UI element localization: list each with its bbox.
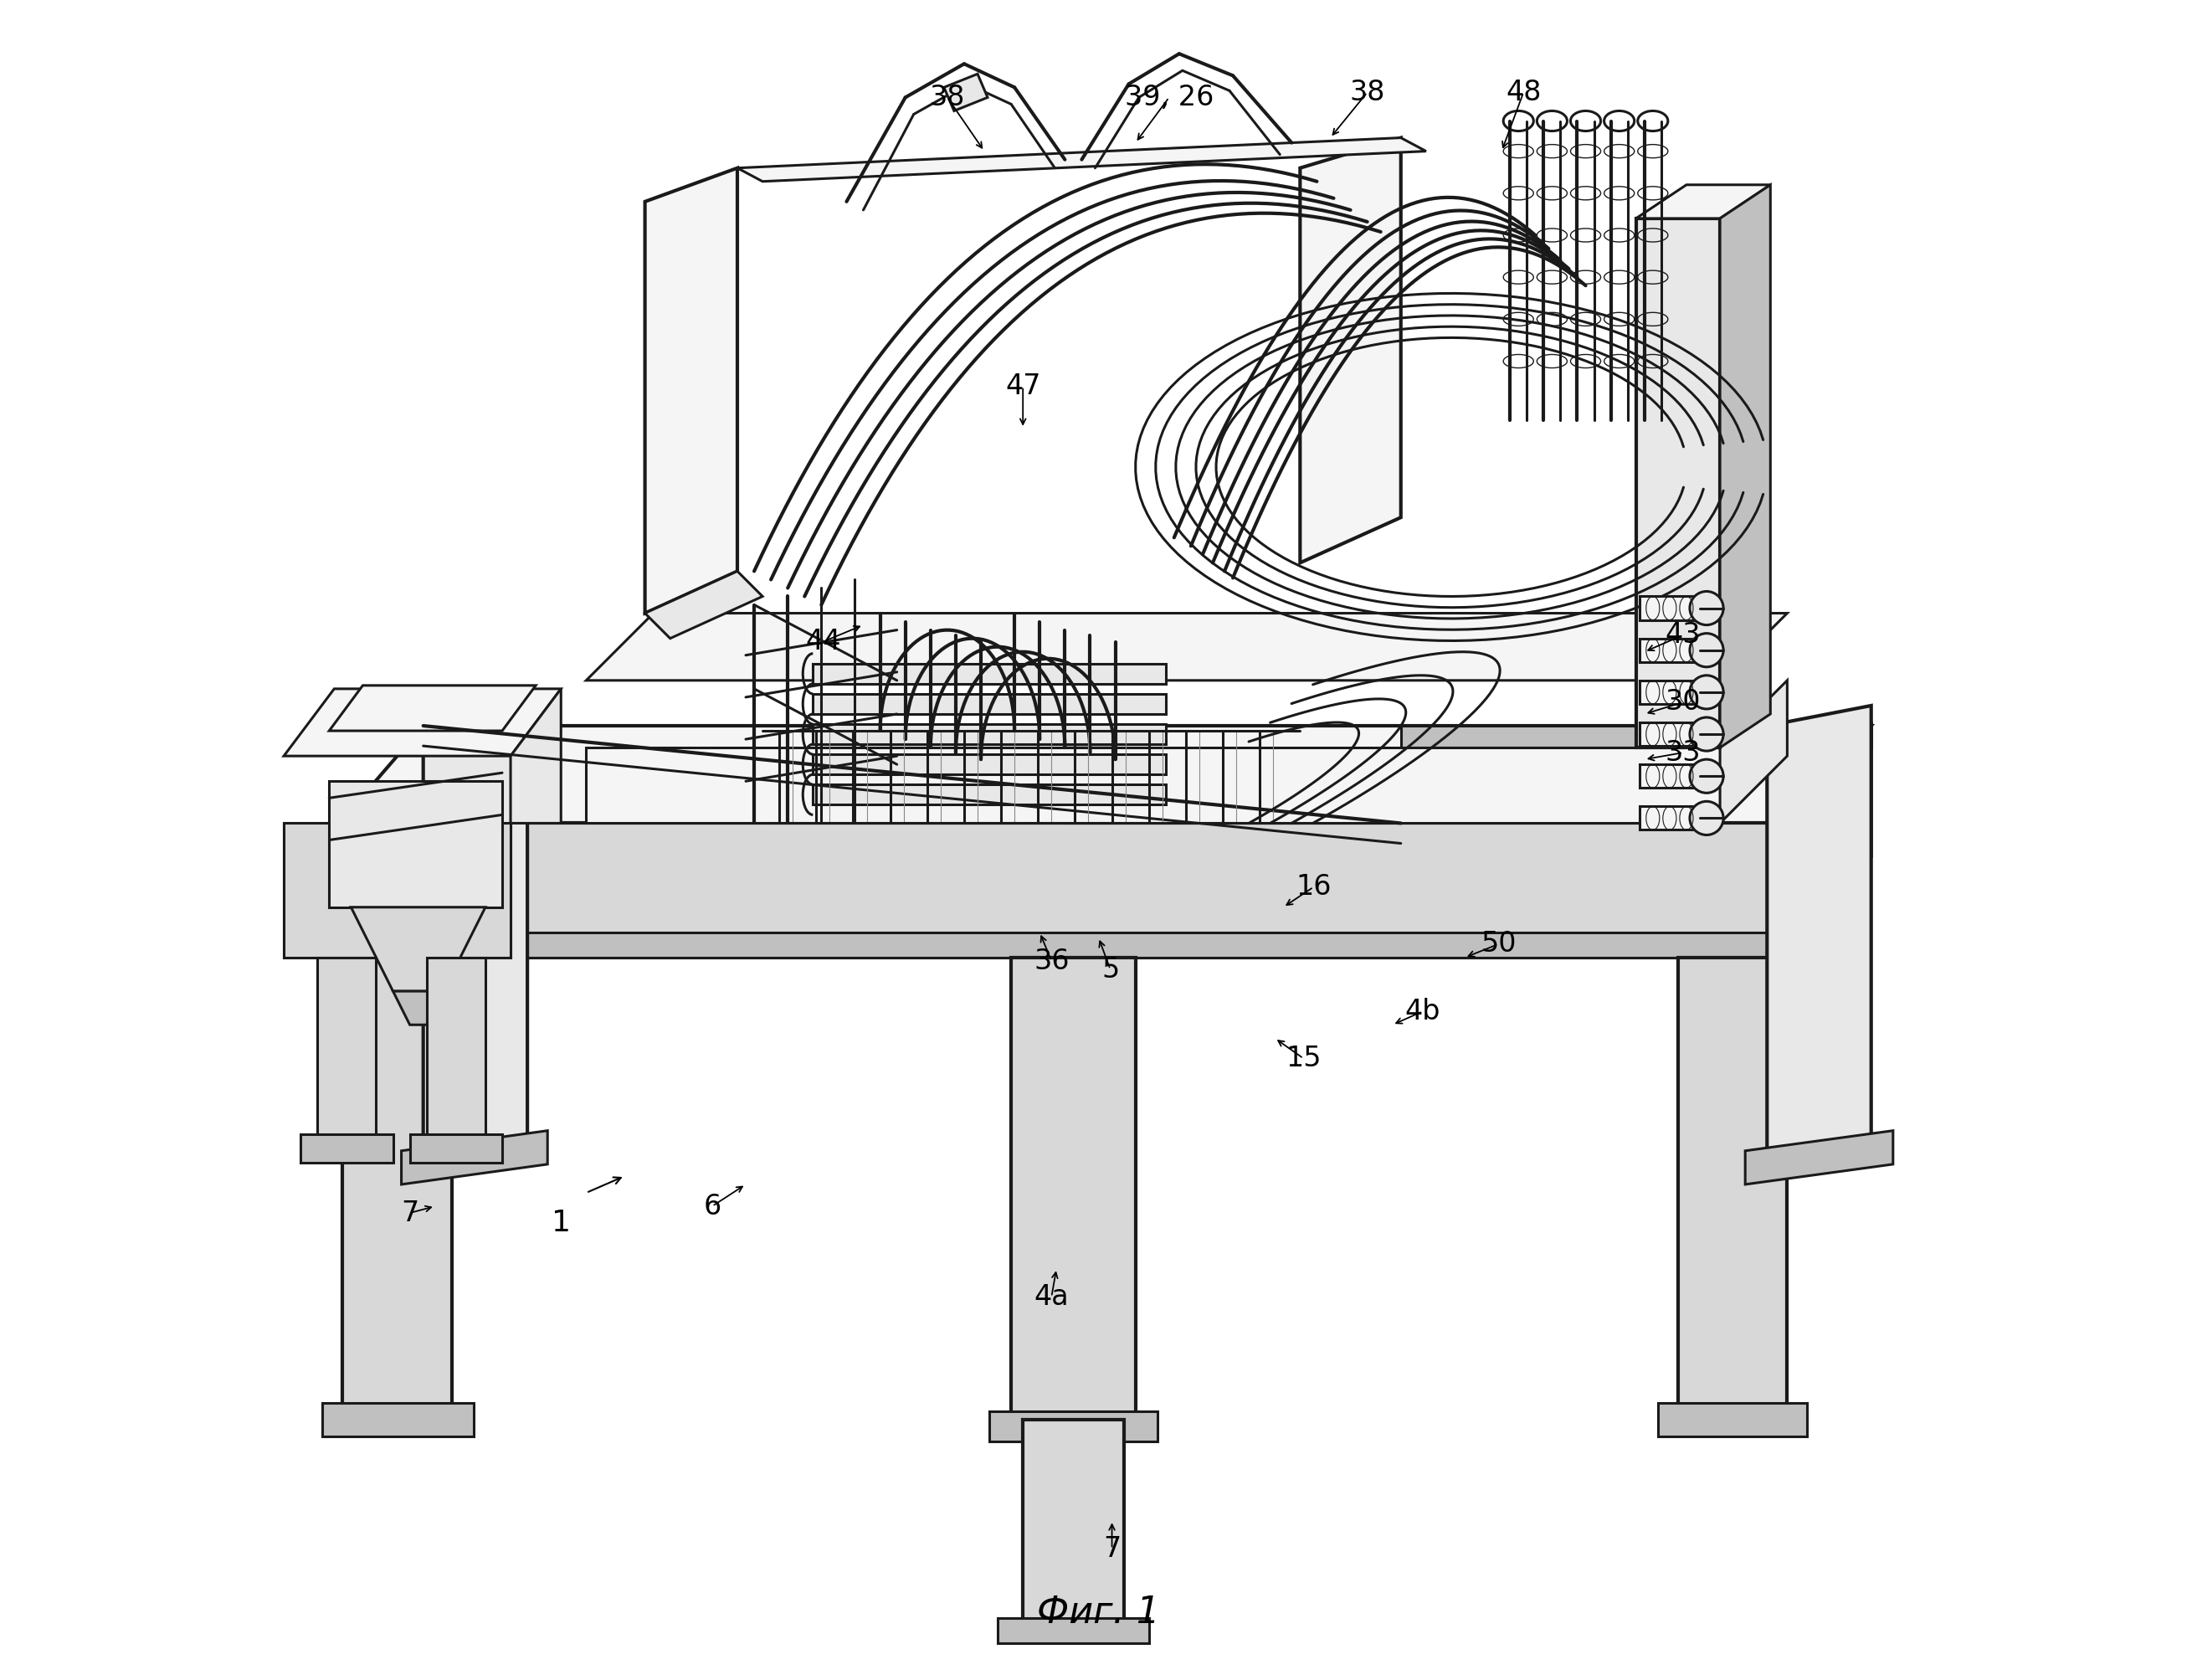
Text: 7: 7	[1103, 1536, 1120, 1562]
Text: 38: 38	[929, 84, 964, 111]
Text: 30: 30	[1665, 689, 1700, 716]
Polygon shape	[393, 991, 444, 1025]
Polygon shape	[1301, 138, 1402, 563]
Polygon shape	[813, 694, 1167, 714]
Polygon shape	[1639, 596, 1700, 620]
Polygon shape	[1639, 722, 1700, 746]
Circle shape	[1689, 633, 1722, 667]
Circle shape	[1689, 759, 1722, 793]
Polygon shape	[283, 823, 510, 958]
Polygon shape	[352, 907, 486, 991]
Text: 50: 50	[1481, 931, 1516, 958]
Polygon shape	[945, 74, 989, 111]
Polygon shape	[997, 1618, 1149, 1643]
Polygon shape	[646, 168, 738, 613]
Polygon shape	[338, 726, 1872, 823]
Polygon shape	[813, 724, 1167, 744]
Polygon shape	[587, 613, 1786, 680]
Polygon shape	[1679, 958, 1786, 1411]
Polygon shape	[316, 958, 376, 1142]
Text: 4b: 4b	[1404, 998, 1441, 1025]
Text: 39, 26: 39, 26	[1125, 84, 1213, 111]
Polygon shape	[411, 1134, 503, 1163]
Polygon shape	[1066, 726, 1116, 823]
Polygon shape	[1720, 185, 1771, 748]
Text: 7: 7	[400, 1200, 420, 1226]
Polygon shape	[323, 1403, 475, 1436]
Polygon shape	[1637, 185, 1771, 218]
Polygon shape	[1720, 680, 1786, 823]
Circle shape	[1689, 717, 1722, 751]
Polygon shape	[330, 781, 503, 907]
Polygon shape	[1639, 764, 1700, 788]
Polygon shape	[813, 754, 1167, 774]
Polygon shape	[301, 1134, 393, 1163]
Text: 15: 15	[1285, 1045, 1320, 1072]
Text: 5: 5	[1101, 956, 1118, 983]
Text: 43: 43	[1665, 622, 1700, 648]
Polygon shape	[646, 571, 762, 638]
Circle shape	[1689, 801, 1722, 835]
Polygon shape	[1639, 806, 1700, 830]
Polygon shape	[1011, 958, 1136, 1420]
Polygon shape	[1744, 1131, 1894, 1184]
Text: 38: 38	[1349, 79, 1384, 106]
Text: 33: 33	[1665, 739, 1700, 766]
Circle shape	[1689, 675, 1722, 709]
Polygon shape	[1639, 638, 1700, 662]
Polygon shape	[510, 689, 560, 823]
Polygon shape	[402, 1131, 547, 1184]
Polygon shape	[989, 1411, 1158, 1441]
Circle shape	[1689, 591, 1722, 625]
Polygon shape	[1766, 706, 1872, 1176]
Polygon shape	[813, 785, 1167, 805]
Polygon shape	[338, 823, 1786, 958]
Text: 6: 6	[703, 1193, 721, 1220]
Text: 36: 36	[1033, 948, 1070, 974]
Polygon shape	[1639, 680, 1700, 704]
Polygon shape	[1637, 218, 1720, 748]
Text: 44: 44	[806, 628, 841, 655]
Polygon shape	[343, 958, 453, 1411]
Polygon shape	[813, 664, 1167, 684]
Polygon shape	[330, 685, 536, 731]
Polygon shape	[338, 932, 1786, 958]
Polygon shape	[426, 958, 486, 1142]
Polygon shape	[1402, 726, 1872, 748]
Polygon shape	[738, 138, 1426, 181]
Polygon shape	[587, 748, 1720, 823]
Polygon shape	[424, 706, 527, 1176]
Polygon shape	[1659, 1403, 1808, 1436]
Text: 48: 48	[1505, 79, 1542, 106]
Polygon shape	[1024, 1420, 1123, 1626]
Text: 16: 16	[1296, 874, 1331, 900]
Text: Фиг. 1: Фиг. 1	[1037, 1594, 1160, 1631]
Polygon shape	[1786, 726, 1872, 958]
Polygon shape	[283, 689, 560, 756]
Text: 1: 1	[551, 1210, 571, 1236]
Text: 4a: 4a	[1035, 1284, 1070, 1310]
Text: 47: 47	[1004, 373, 1041, 400]
Polygon shape	[283, 823, 510, 958]
